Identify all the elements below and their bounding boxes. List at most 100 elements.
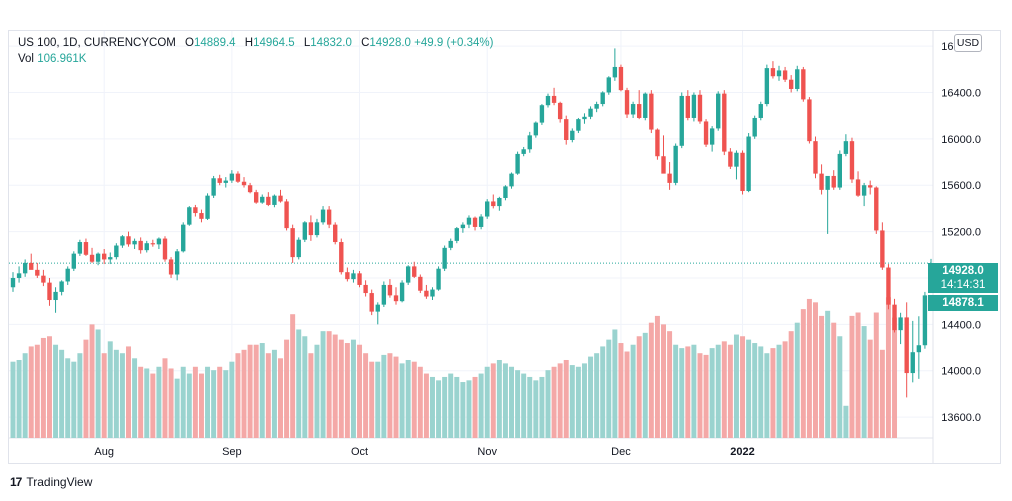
candle-body bbox=[478, 216, 484, 227]
volume-bar bbox=[715, 344, 721, 438]
price-tick-label: 15200.0 bbox=[941, 227, 981, 239]
candle-body bbox=[296, 239, 301, 258]
candle-body bbox=[430, 289, 435, 297]
volume-bar bbox=[569, 365, 575, 438]
candle-body bbox=[47, 282, 52, 301]
volume-bar bbox=[539, 376, 545, 438]
candle-body bbox=[807, 99, 812, 142]
change-value: +49.9 (+0.34%) bbox=[414, 37, 494, 49]
volume-bar bbox=[417, 366, 423, 438]
volume-bar bbox=[740, 336, 746, 438]
volume-bar bbox=[332, 334, 338, 438]
chart-frame bbox=[8, 30, 1001, 464]
volume-label: Vol bbox=[18, 53, 34, 65]
volume-bar bbox=[442, 376, 448, 438]
candle-body bbox=[801, 69, 806, 100]
volume-bar bbox=[624, 351, 630, 438]
volume-bar bbox=[40, 337, 46, 438]
volume-bar bbox=[205, 366, 211, 438]
volume-bar bbox=[843, 405, 849, 438]
volume-bar bbox=[630, 344, 636, 438]
volume-bar bbox=[338, 339, 344, 438]
candle-body bbox=[369, 293, 374, 312]
ohlc-row: US 100, 1D, CURRENCYCOM O14889.4 H14964.… bbox=[18, 35, 493, 51]
brand-name[interactable]: TradingView bbox=[26, 475, 93, 489]
open-value: 14889.4 bbox=[194, 37, 236, 49]
candle-body bbox=[211, 178, 216, 196]
candle-body bbox=[241, 181, 247, 186]
volume-bar bbox=[186, 373, 192, 438]
candle-body bbox=[728, 151, 733, 167]
candle-body bbox=[363, 284, 368, 294]
volume-bar bbox=[290, 314, 296, 438]
candle-body bbox=[229, 173, 235, 181]
volume-bar bbox=[369, 361, 375, 438]
volume-bar bbox=[284, 339, 290, 438]
candle-body bbox=[375, 304, 380, 312]
candle-body bbox=[381, 284, 387, 305]
candle-body bbox=[393, 295, 399, 302]
price-tick-label: 15600.0 bbox=[941, 180, 981, 192]
candle-body bbox=[466, 217, 472, 225]
volume-bar bbox=[703, 354, 709, 438]
volume-bar bbox=[685, 346, 691, 438]
candle-body bbox=[95, 253, 101, 262]
volume-bar bbox=[65, 358, 71, 438]
tradingview-logo[interactable]: 17 bbox=[10, 475, 22, 489]
volume-bar bbox=[259, 343, 265, 438]
candle-body bbox=[868, 185, 873, 188]
volume-bar bbox=[119, 353, 125, 438]
volume-bar bbox=[661, 324, 666, 438]
candle-body bbox=[916, 345, 922, 353]
candle-body bbox=[874, 187, 879, 231]
low-value: 14832.0 bbox=[310, 37, 352, 49]
candle-body bbox=[405, 266, 411, 283]
volume-bar bbox=[180, 366, 186, 438]
volume-bar bbox=[217, 366, 223, 438]
candle-body bbox=[819, 173, 824, 190]
candle-body bbox=[187, 207, 192, 225]
candle-body bbox=[904, 317, 909, 374]
candle-body bbox=[551, 95, 557, 103]
volume-bar bbox=[101, 353, 107, 438]
time-tick-label: Sep bbox=[222, 446, 242, 458]
currency-button[interactable]: USD bbox=[954, 34, 982, 52]
volume-bar bbox=[83, 339, 89, 438]
candle-body bbox=[533, 122, 539, 136]
volume-bar bbox=[132, 358, 138, 438]
candle-body bbox=[339, 242, 344, 273]
volume-bar bbox=[788, 331, 794, 438]
candle-body bbox=[722, 93, 727, 152]
candle-body bbox=[460, 224, 466, 229]
symbol-label[interactable]: US 100, 1D, CURRENCYCOM bbox=[18, 37, 176, 49]
candle-body bbox=[861, 185, 867, 196]
volume-bar bbox=[806, 298, 812, 438]
volume-bar bbox=[721, 341, 727, 438]
volume-bar bbox=[600, 346, 606, 438]
candle-body bbox=[83, 242, 89, 255]
candle-body bbox=[120, 236, 125, 246]
volume-bar bbox=[667, 331, 673, 438]
volume-bar bbox=[654, 315, 660, 438]
volume-bar bbox=[350, 339, 356, 438]
high-value: 14964.5 bbox=[253, 37, 295, 49]
volume-bar bbox=[472, 376, 478, 438]
high-label: H bbox=[244, 37, 254, 49]
candle-body bbox=[503, 186, 508, 198]
price-tick-label: 14400.0 bbox=[941, 319, 981, 331]
candle-body bbox=[412, 266, 417, 277]
candle-body bbox=[703, 121, 709, 145]
volume-bar bbox=[752, 343, 758, 438]
volume-bar bbox=[563, 359, 569, 438]
candle-body bbox=[290, 228, 295, 258]
candle-body bbox=[205, 195, 210, 219]
candle-body bbox=[235, 173, 241, 182]
low-label: L bbox=[303, 37, 311, 49]
volume-bar bbox=[460, 382, 466, 438]
volume-bar bbox=[16, 359, 22, 438]
candle-body bbox=[89, 254, 95, 262]
candle-body bbox=[217, 178, 222, 183]
candle-body bbox=[758, 104, 763, 118]
volume-bar bbox=[436, 380, 442, 438]
